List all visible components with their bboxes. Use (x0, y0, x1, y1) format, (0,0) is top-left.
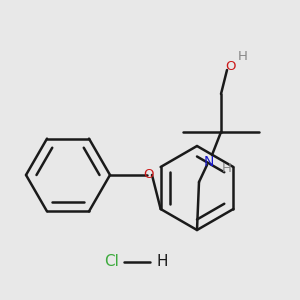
Text: H: H (156, 254, 168, 269)
Text: N: N (204, 155, 214, 169)
Text: H: H (222, 161, 232, 175)
Text: H: H (238, 50, 248, 62)
Text: O: O (226, 59, 236, 73)
Text: Cl: Cl (105, 254, 119, 269)
Text: O: O (143, 169, 153, 182)
